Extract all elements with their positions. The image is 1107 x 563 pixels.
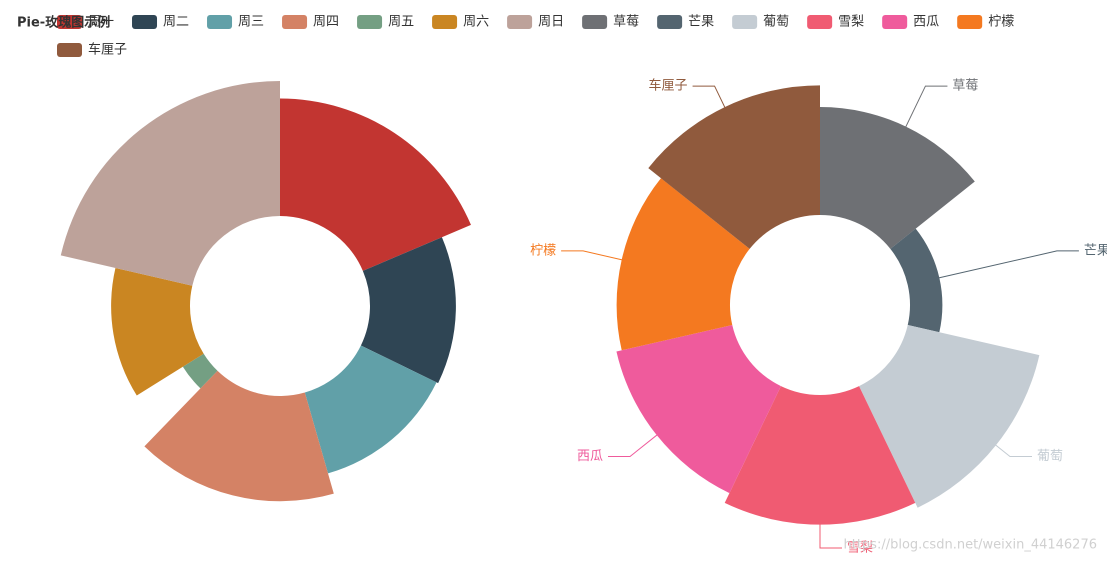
legend-label[interactable]: 周日 (538, 15, 564, 30)
label-line (903, 85, 948, 132)
legend-swatch[interactable] (132, 15, 158, 29)
legend-swatch[interactable] (357, 15, 383, 29)
legend-swatch[interactable] (582, 15, 608, 29)
pie-sector (616, 325, 781, 494)
slice-label: 葡萄 (1037, 449, 1063, 464)
slice-label: 西瓜 (577, 449, 603, 464)
label-line (561, 250, 627, 262)
legend-swatch[interactable] (957, 15, 983, 29)
legend-swatch[interactable] (507, 15, 533, 29)
pie-sector (111, 268, 204, 396)
legend-label[interactable]: 西瓜 (913, 15, 939, 30)
slice-label: 柠檬 (530, 243, 556, 258)
legend-swatch[interactable] (207, 15, 233, 29)
pie-sector (144, 370, 334, 502)
pie-sector (280, 98, 471, 271)
slice-label: 车厘子 (649, 78, 688, 94)
chart-title: Pie-玫瑰图示例 (17, 15, 110, 31)
legend-label[interactable]: 周五 (388, 15, 414, 30)
legend-label[interactable]: 草莓 (613, 15, 639, 30)
legend-label[interactable]: 芒果 (688, 14, 714, 30)
legend-label[interactable]: 车厘子 (88, 42, 127, 58)
pie-sector (859, 325, 1040, 508)
legend-label[interactable]: 周一 (88, 15, 114, 30)
legend-label[interactable]: 葡萄 (763, 15, 789, 30)
legend-label[interactable]: 周三 (238, 15, 264, 30)
label-line (934, 250, 1079, 280)
legend-label[interactable]: 雪梨 (838, 15, 864, 30)
pie-sector (890, 228, 943, 333)
legend-swatch[interactable] (882, 15, 908, 29)
legend-swatch[interactable] (657, 15, 683, 29)
pie-sector (724, 386, 916, 525)
legend-swatch[interactable] (57, 15, 82, 29)
label-line (819, 519, 842, 549)
pie-sector (648, 85, 820, 249)
pie-sector (360, 237, 456, 384)
legend-swatch[interactable] (282, 15, 308, 29)
legend-swatch[interactable] (432, 15, 458, 29)
legend-label[interactable]: 周四 (313, 15, 339, 30)
legend-swatch[interactable] (807, 15, 833, 29)
legend-label[interactable]: 周二 (163, 15, 189, 30)
watermark: https://blog.csdn.net/weixin_44146276 (843, 538, 1097, 553)
label-line (608, 431, 661, 458)
slice-label: 芒果 (1084, 242, 1107, 258)
pie-sector (820, 107, 975, 249)
legend-swatch[interactable] (732, 15, 758, 29)
slice-label: 雪梨 (847, 541, 873, 556)
legend-label[interactable]: 柠檬 (988, 15, 1014, 30)
label-line (692, 85, 728, 112)
pie-sector (304, 345, 437, 474)
legend-label[interactable]: 周六 (463, 15, 489, 30)
pie-sector (60, 81, 280, 286)
pie-sector (182, 353, 218, 389)
legend-swatch[interactable] (57, 43, 82, 57)
pie-sector (616, 178, 750, 351)
slice-label: 草莓 (952, 79, 978, 94)
label-line (991, 441, 1032, 458)
